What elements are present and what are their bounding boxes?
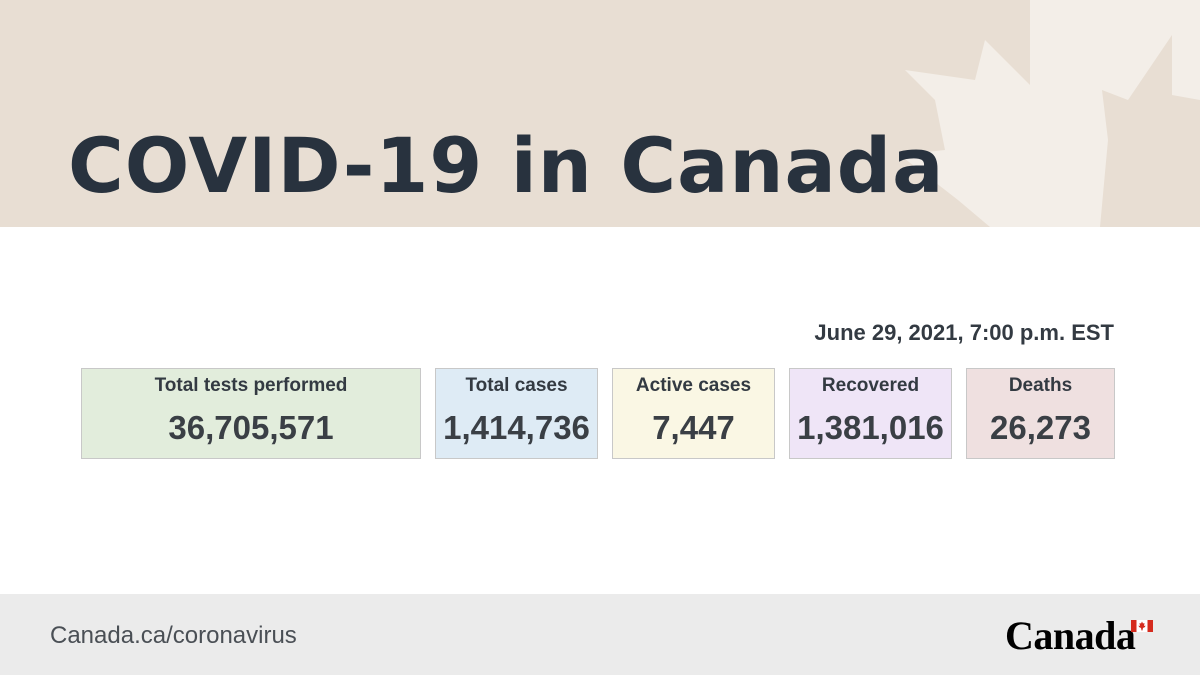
stat-card-total-tests: Total tests performed 36,705,571 <box>81 368 421 459</box>
stat-label: Total tests performed <box>154 375 348 396</box>
page-title: COVID-19 in Canada <box>68 121 945 210</box>
stat-label: Recovered <box>821 375 920 396</box>
maple-leaf-icon <box>900 0 1200 227</box>
stat-value: 1,414,736 <box>443 409 590 446</box>
stat-value: 36,705,571 <box>168 409 334 446</box>
stat-card-recovered: Recovered 1,381,016 <box>789 368 952 459</box>
stat-label: Active cases <box>635 375 752 396</box>
stat-card-total-cases: Total cases 1,414,736 <box>435 368 598 459</box>
report-timestamp: June 29, 2021, 7:00 p.m. EST <box>814 320 1114 345</box>
canada-flag-icon <box>1131 620 1153 632</box>
coronavirus-link[interactable]: Canada.ca/coronavirus <box>50 622 297 649</box>
stat-card-active-cases: Active cases 7,447 <box>612 368 775 459</box>
stat-card-deaths: Deaths 26,273 <box>966 368 1115 459</box>
stat-value: 26,273 <box>990 409 1091 446</box>
stat-label: Deaths <box>1008 375 1073 396</box>
header-banner: COVID-19 in Canada <box>0 0 1200 227</box>
stat-value: 1,381,016 <box>797 409 944 446</box>
footer: Canada.ca/coronavirus Canada <box>0 594 1200 675</box>
stat-label: Total cases <box>465 375 568 396</box>
wordmark-text: Canada <box>1005 613 1136 658</box>
stat-value: 7,447 <box>652 409 735 446</box>
